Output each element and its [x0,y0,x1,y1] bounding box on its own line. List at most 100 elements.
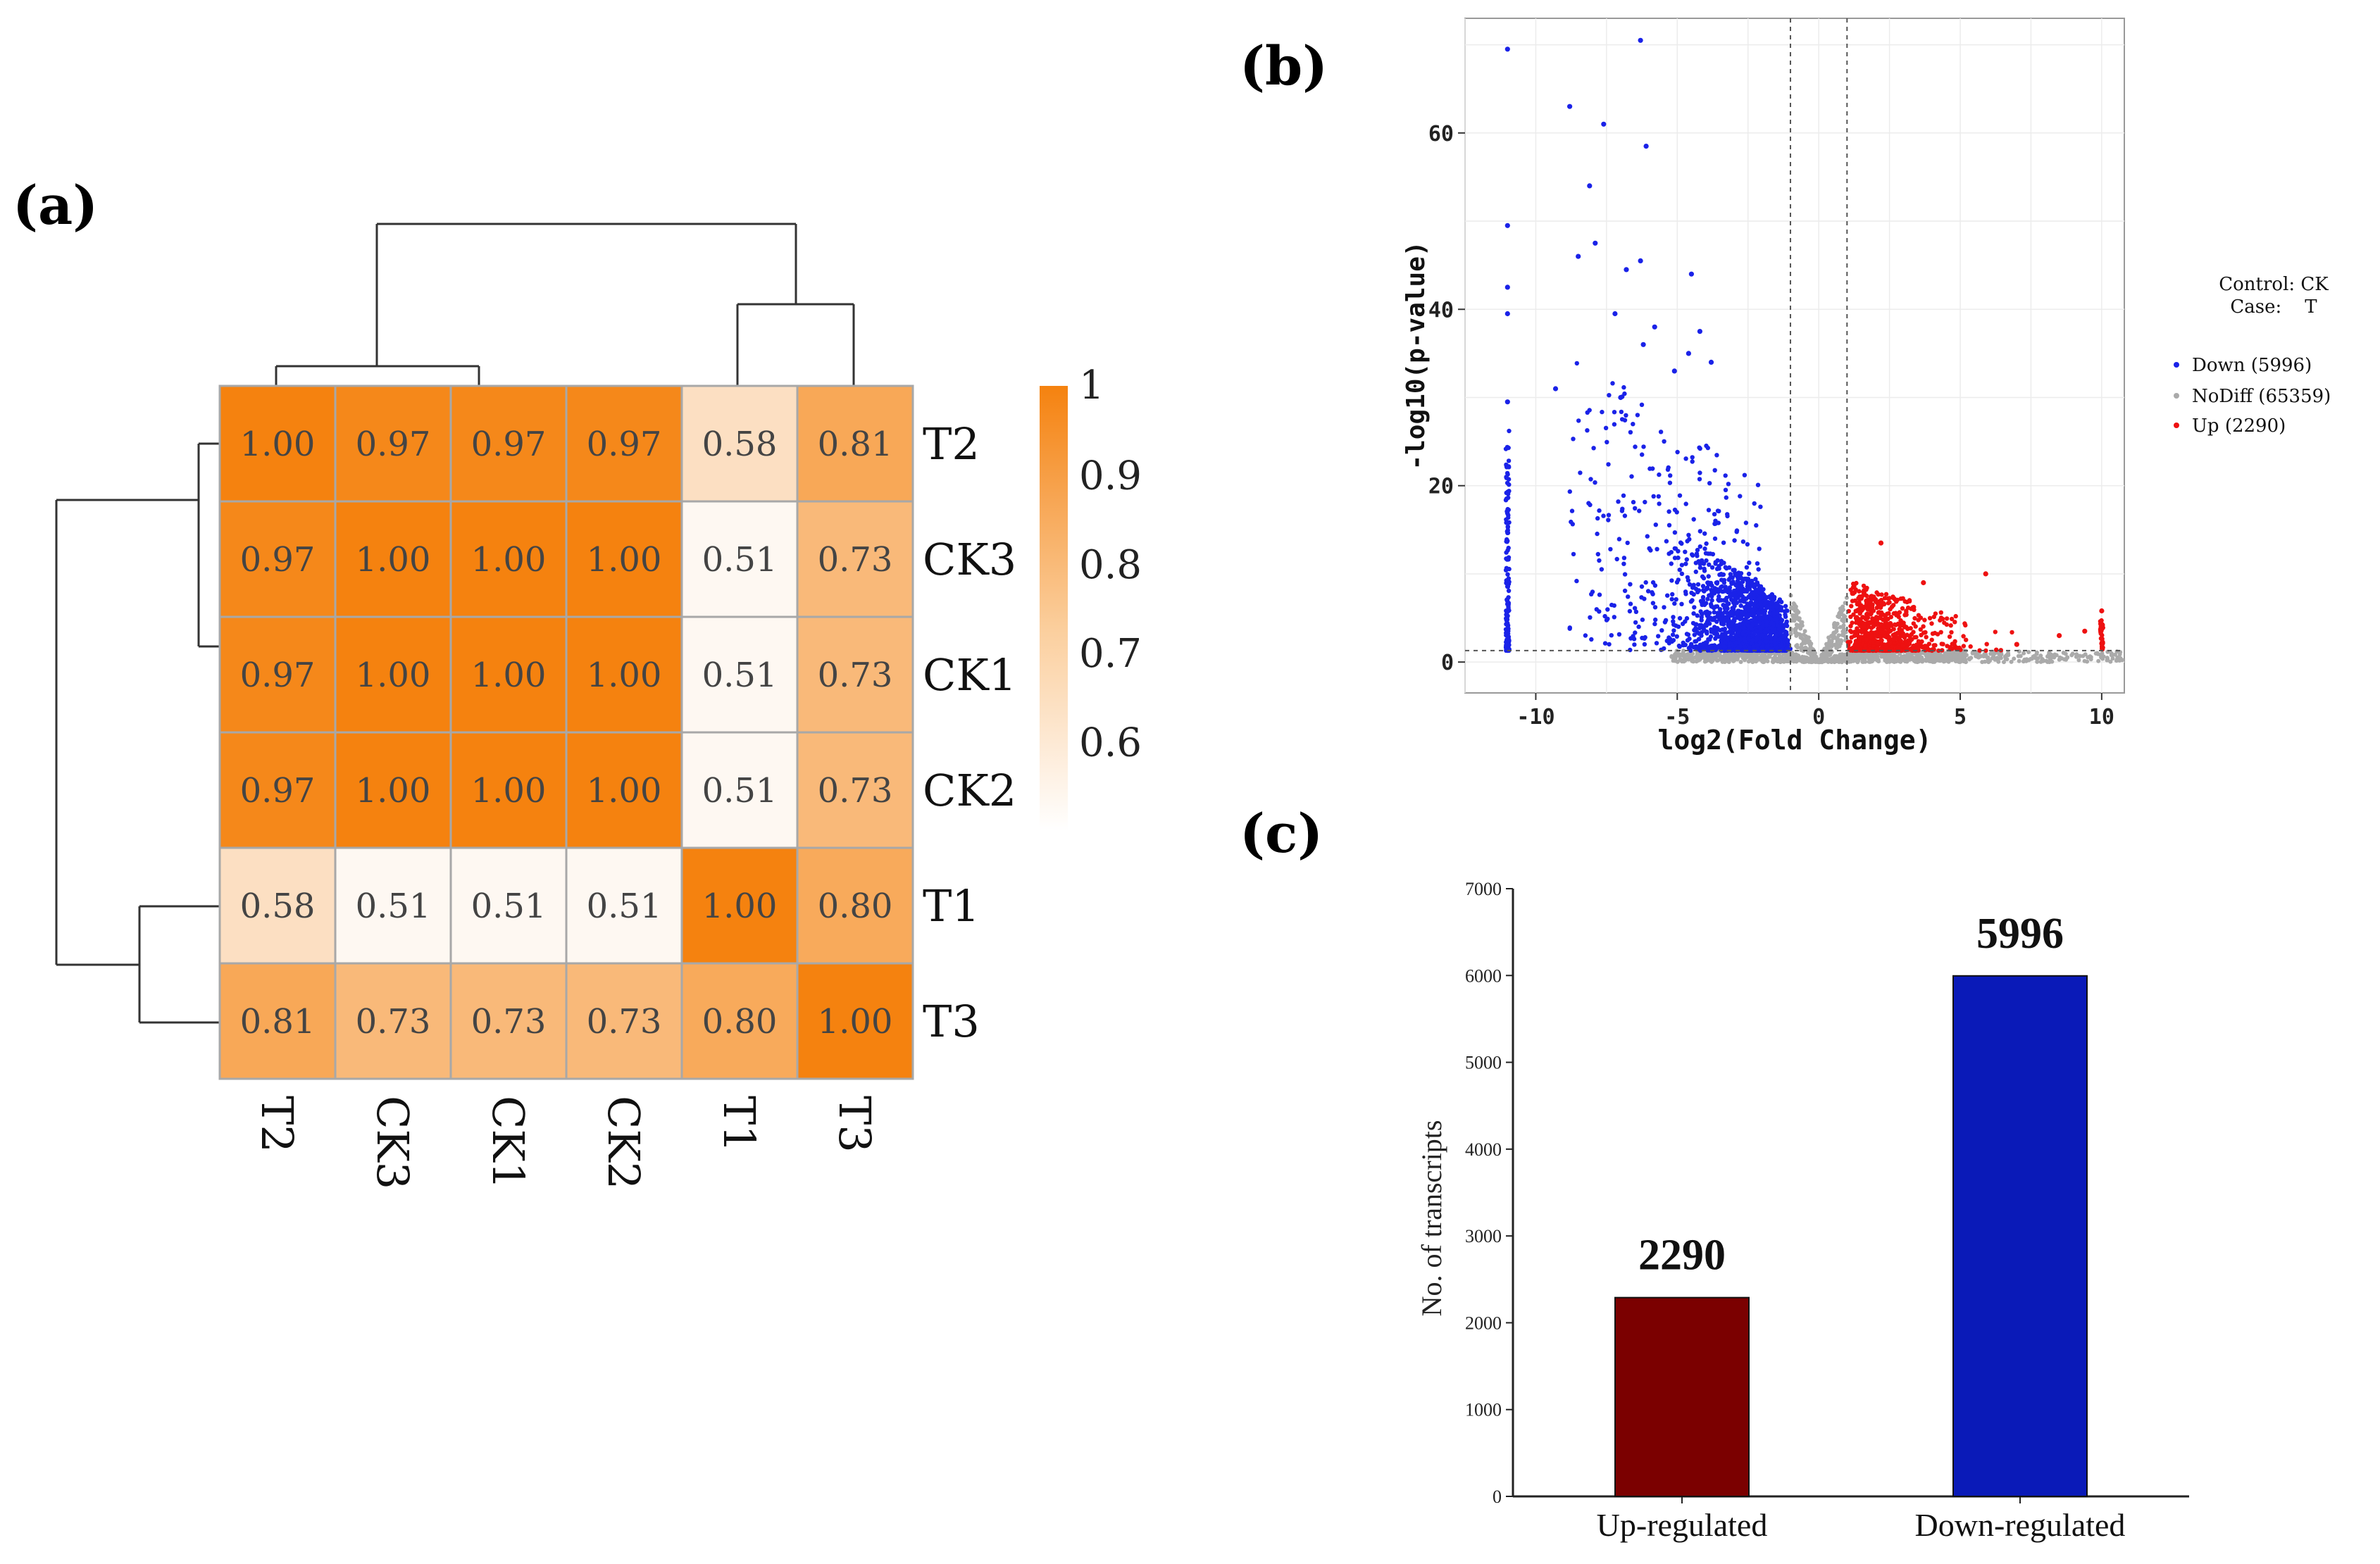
heatmap-cell-value: 1.00 [818,1002,893,1041]
volcano-point [1504,475,1509,480]
volcano-point [1717,615,1722,621]
volcano-point [1624,267,1629,273]
volcano-point [1865,653,1870,658]
volcano-point [1832,621,1837,625]
volcano-point [2126,656,2130,661]
volcano-point [1904,612,1909,618]
volcano-point [1778,636,1783,642]
volcano-point [2088,655,2093,660]
volcano-point [2098,631,2103,636]
heatmap-cell [565,615,683,734]
volcano-point [2086,655,2091,660]
heatmap-cell [796,731,914,849]
volcano-point [1918,615,1924,620]
volcano-point [1552,386,1559,392]
volcano-point [1812,655,1817,660]
volcano-point [1686,632,1691,637]
heatmap-cell-value: 0.97 [587,425,662,464]
volcano-point [1944,616,1950,621]
volcano-point [1597,592,1602,597]
volcano-point [1697,565,1703,570]
volcano-point [2038,659,2043,664]
volcano-point [1970,650,1975,655]
volcano-point [1984,642,1989,646]
volcano-point [1671,628,1676,633]
volcano-point [1783,630,1789,635]
volcano-point [1855,608,1860,613]
volcano-point [1914,656,1919,661]
volcano-point [1807,659,1812,664]
volcano-point [1850,590,1855,595]
volcano-point [1505,572,1510,577]
heatmap-cell [334,615,452,734]
volcano-point [1838,625,1843,630]
heatmap-col-labels: T2 CK3 CK1 CK2 T1 T3 [251,1096,880,1189]
volcano-point [1912,607,1917,613]
volcano-point [1636,624,1641,630]
volcano-point [1849,635,1854,640]
volcano-point [1786,659,1791,663]
volcano-point [1648,548,1653,553]
volcano-point [1861,583,1867,589]
volcano-point [1738,616,1743,622]
volcano-point [1723,487,1728,492]
volcano-point [1938,658,1943,663]
volcano-point [1593,240,1598,246]
volcano-point [2100,639,2105,645]
volcano-point [1793,613,1798,618]
volcano-point [1652,605,1658,610]
volcano-point [1775,658,1780,663]
heatmap-col-label: CK1 [482,1096,534,1189]
volcano-point [1590,589,1595,594]
heatmap-row-label: CK3 [923,534,1016,585]
volcano-point [1898,639,1903,644]
volcano-point [1871,640,1876,645]
volcano-point [1993,630,1998,634]
volcano-point [1666,523,1672,527]
volcano-point [1691,659,1696,664]
volcano-point [1754,628,1759,634]
volcano-point [1763,599,1768,603]
volcano-point [1868,601,1873,606]
volcano-point [2035,659,2040,664]
volcano-point [1609,602,1614,608]
volcano-point [1950,653,1955,658]
volcano-point [1738,660,1743,664]
volcano-point [1633,609,1639,614]
volcano-point [1506,602,1511,607]
volcano-point [1674,510,1679,515]
volcano-point [2004,653,2009,658]
volcano-point [1821,651,1826,656]
heatmap-cell [796,846,914,965]
volcano-point [1912,615,1917,621]
volcano-point [1706,574,1711,579]
volcano-point [1857,589,1862,594]
volcano-point [1752,596,1757,601]
volcano-point [1983,648,1988,653]
volcano-point [1715,658,1720,663]
volcano-point [1761,587,1766,592]
volcano-point [1724,599,1728,603]
volcano-point [1697,544,1702,549]
volcano-point [1504,480,1510,485]
volcano-point [1803,659,1808,664]
volcano-point [1679,571,1685,576]
volcano-point [1882,596,1888,601]
volcano-point [1755,580,1760,585]
volcano-point [1964,637,1969,642]
volcano-point [1869,594,1874,599]
volcano-point [1706,551,1711,556]
colorbar-tick-label: 0.8 [1079,542,1142,588]
volcano-point [1715,508,1721,513]
volcano-point [1844,595,1849,600]
volcano-point [1855,626,1859,631]
volcano-point [1671,656,1676,661]
volcano-point [1713,561,1718,566]
volcano-point [1697,329,1702,334]
volcano-point [1640,342,1646,347]
volcano-point [1892,622,1898,627]
volcano-point [2005,657,2010,662]
heatmap-cell [565,500,683,618]
volcano-point [1850,599,1855,603]
volcano-point [1650,601,1656,606]
